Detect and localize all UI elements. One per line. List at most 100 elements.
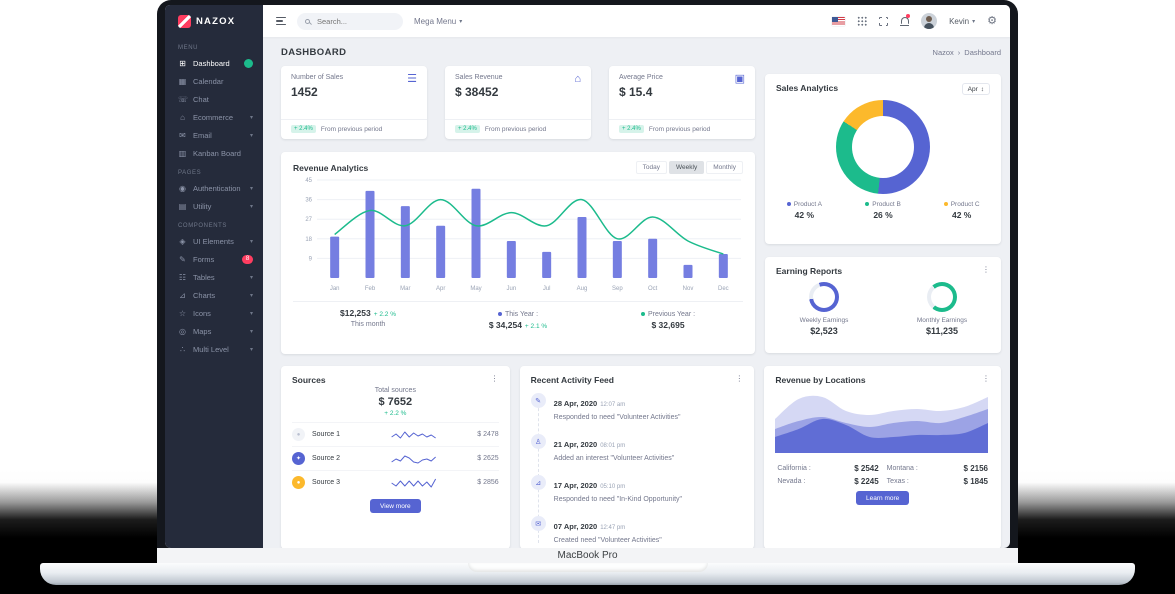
sidebar-item-dashboard[interactable]: ⊞ Dashboard [165,54,263,72]
this-year-stat: This Year : $ 34,254 + 2.1 % [488,311,548,330]
legend-dot [865,202,870,207]
chevron-down-icon: ▾ [249,328,253,335]
view-more-button[interactable]: View more [370,499,421,513]
logo-text: NAZOX [196,15,236,27]
chevron-down-icon: ▾ [249,114,253,121]
stat-value: $ 38452 [455,85,499,99]
ecommerce-icon: ⌂ [180,112,185,122]
sidebar-item-email[interactable]: ✉ Email ▾ [179,130,253,140]
svg-text:Jan: Jan [330,286,340,292]
svg-text:Nov: Nov [683,286,694,292]
svg-text:Sep: Sep [612,286,623,292]
chevron-down-icon: ▾ [249,292,253,299]
sidebar-section-pages: PAGES [178,170,202,176]
source-row-1[interactable]: ● Source 1 $ 2478 [292,422,499,446]
sidebar-item-charts[interactable]: ⊿ Charts ▾ [179,290,253,300]
tables-icon: ☷ [178,272,187,282]
language-flag-icon[interactable] [832,16,846,26]
panel-title: Earning Reports [776,266,843,276]
activity-item: ⊿ 17 Apr, 2020 05:10 pm Responded to need… [530,475,744,516]
menu-toggle-icon[interactable] [276,16,286,26]
sidebar-item-ui-elements[interactable]: ◈ UI Elements ▾ [179,236,253,246]
user-menu[interactable]: Kevin ▾ [949,16,976,26]
range-button-monthly[interactable]: Monthly [706,161,743,174]
delta-badge: + 2.4% [291,125,316,133]
svg-text:Feb: Feb [365,286,376,292]
svg-text:Mar: Mar [400,286,410,292]
month-select[interactable]: Apr ↕ [961,83,990,95]
panel-title: Sources [292,375,326,385]
notification-dot [906,14,911,18]
sidebar-item-calendar[interactable]: ▦ Calendar [178,76,224,86]
location-stat-nevada: Nevada : $ 2245 [777,477,879,486]
app-logo[interactable]: NAZOX [165,5,263,37]
charts-icon: ⊿ [179,290,186,300]
source-row-3[interactable]: ● Source 3 $ 2856 [292,470,499,494]
range-button-today[interactable]: Today [635,161,668,174]
fullscreen-icon[interactable] [878,15,890,27]
search-box[interactable] [297,12,403,30]
sidebar-item-multi-level[interactable]: ∴ Multi Level ▾ [179,344,253,354]
page-content: DASHBOARD Nazox › Dashboard [263,37,1010,548]
location-stat-texas: Texas : $ 1845 [886,477,988,486]
weekly-earnings-ring-chart [809,282,839,312]
panel-title: Revenue Analytics [293,162,369,173]
maps-icon: ◎ [179,326,186,336]
chevron-down-icon: ▾ [459,18,463,25]
updown-icon: ↕ [980,85,984,93]
sidebar-item-ecommerce[interactable]: ⌂ Ecommerce ▾ [165,108,263,126]
source-1-sparkline [391,431,436,438]
chevron-down-icon: ▾ [249,310,253,317]
sidebar-item-utility[interactable]: ▤ Utility ▾ [178,201,253,211]
svg-text:May: May [470,286,481,292]
kebab-menu-icon[interactable]: ⋮ [490,374,499,383]
delta-badge: + 2.4% [455,125,480,133]
chevron-down-icon: ▾ [972,18,976,25]
svg-text:Aug: Aug [577,286,588,292]
kebab-menu-icon[interactable]: ⋮ [982,265,990,274]
kebab-menu-icon[interactable]: ⋮ [735,374,744,383]
layers-icon: ☰ [407,73,417,85]
sidebar-item-forms[interactable]: ✎ Forms 8 [165,250,263,268]
sidebar-item-chat[interactable]: ☏ Chat [178,94,209,104]
sidebar-item-icons[interactable]: ☆ Icons ▾ [178,308,253,318]
apps-grid-icon[interactable] [857,16,868,26]
sidebar-item-kanban-board[interactable]: ▥ Kanban Board [178,148,241,158]
sales-analytics-panel: Sales Analytics Apr ↕ [765,74,1001,244]
page-title: DASHBOARD [281,47,347,58]
previous-year-stat: Previous Year : $ 32,695 [593,302,743,330]
laptop-screen-bezel: NAZOX MENU ⊞ Dashboard ▦ Calendar ☏ Chat… [157,0,1018,548]
svg-text:45: 45 [305,178,312,184]
user-avatar[interactable] [921,13,938,29]
learn-more-button[interactable]: Learn more [856,491,910,505]
breadcrumb-current: Dashboard [964,48,1001,57]
stat-card-average-price: Average Price $ 15.4 ▣ + 2.4% From previ… [609,66,755,139]
range-button-weekly[interactable]: Weekly [669,161,705,174]
breadcrumb: Nazox › Dashboard [933,48,1001,57]
breadcrumb-home[interactable]: Nazox [932,48,954,57]
sidebar-item-authentication[interactable]: ◉ Authentication ▾ [179,183,253,193]
search-input[interactable] [315,15,390,27]
pencil-icon: ✎ [530,393,546,408]
settings-gear-icon[interactable]: ⚙ [987,14,997,27]
sidebar-item-maps[interactable]: ◎ Maps ▾ [179,326,253,336]
donut-legend: Product A 42 % Product B 26 % Product C … [765,201,1001,220]
mail-icon: ✉ [530,516,546,531]
location-stat-california: California : $ 2542 [777,464,879,473]
sidebar-item-tables[interactable]: ☷ Tables ▾ [178,272,253,282]
notification-bell-icon[interactable] [900,14,911,26]
macbook-label: MacBook Pro [157,548,1018,563]
monthly-earnings: Monthly Earnings $11,235 [883,282,1001,336]
nazox-logo-icon [178,14,191,28]
mega-menu-button[interactable]: Mega Menu ▾ [414,16,463,26]
source-2-sparkline [391,455,436,463]
sidebar-section-menu: MENU [178,45,199,51]
source-3-icon: ● [292,476,305,489]
source-row-2[interactable]: ✦ Source 2 $ 2625 [292,446,499,470]
chat-icon: ☏ [178,94,189,104]
kebab-menu-icon[interactable]: ⋮ [982,374,990,383]
sources-panel: Sources ⋮ Total sources $ 7652 + 2.2 % ●… [281,366,510,548]
store-icon: ⌂ [574,73,581,85]
chevron-down-icon: ▾ [249,274,253,281]
laptop-base [40,563,1135,585]
